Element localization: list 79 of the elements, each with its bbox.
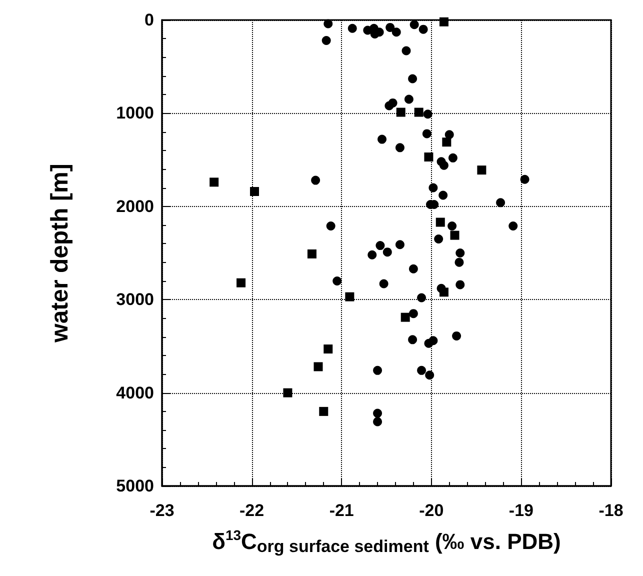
point xyxy=(408,309,418,318)
point xyxy=(386,22,395,32)
point xyxy=(250,186,259,196)
point xyxy=(425,370,434,380)
point xyxy=(324,344,333,354)
x-tick-label: -19 xyxy=(508,501,534,520)
point xyxy=(322,36,331,45)
point xyxy=(422,129,432,138)
point xyxy=(442,138,452,147)
point xyxy=(408,335,418,344)
point xyxy=(452,331,462,340)
point xyxy=(454,258,464,267)
point xyxy=(414,108,424,117)
y-axis-title: water depth [m] xyxy=(46,164,74,344)
point xyxy=(444,130,454,140)
y-tick-label: 0 xyxy=(144,10,154,30)
point xyxy=(395,240,404,250)
point xyxy=(423,110,432,119)
point xyxy=(439,288,448,297)
x-tick-label: -21 xyxy=(329,501,354,520)
point xyxy=(434,234,444,244)
point xyxy=(496,198,506,208)
point xyxy=(324,19,333,28)
point xyxy=(408,74,418,84)
point xyxy=(439,17,448,26)
point xyxy=(448,153,458,162)
point xyxy=(332,276,342,286)
point xyxy=(392,28,401,37)
point xyxy=(368,250,377,260)
point xyxy=(373,417,382,426)
point xyxy=(345,292,354,302)
point xyxy=(424,152,434,162)
point xyxy=(436,218,445,227)
point xyxy=(210,178,219,187)
point xyxy=(388,98,398,108)
y-tick-label: 3000 xyxy=(116,290,154,310)
point xyxy=(348,24,357,33)
point xyxy=(439,160,448,170)
point xyxy=(448,221,457,230)
point xyxy=(378,134,387,144)
point xyxy=(456,280,465,290)
point xyxy=(382,248,392,257)
point xyxy=(319,406,328,416)
point xyxy=(456,248,465,258)
point xyxy=(314,362,323,372)
point xyxy=(404,94,414,104)
y-tick-label: 4000 xyxy=(116,383,154,402)
y-tick-label: 5000 xyxy=(116,476,154,496)
point xyxy=(418,24,428,34)
point xyxy=(326,221,336,230)
point xyxy=(438,190,448,200)
point xyxy=(450,230,460,240)
point xyxy=(236,278,246,288)
point xyxy=(417,366,426,375)
point xyxy=(508,221,518,230)
point xyxy=(520,174,530,184)
point xyxy=(395,143,404,152)
x-tick-label: -23 xyxy=(150,501,174,520)
point xyxy=(477,166,486,175)
x-tick-label: -20 xyxy=(419,501,444,520)
point xyxy=(373,366,382,375)
point xyxy=(417,293,426,302)
point xyxy=(311,176,320,185)
point xyxy=(408,264,418,274)
point xyxy=(283,388,292,398)
y-tick-label: 2000 xyxy=(116,196,154,216)
point xyxy=(307,249,316,258)
x-tick-label: -18 xyxy=(598,501,624,520)
point xyxy=(410,20,419,30)
point xyxy=(376,241,385,250)
point xyxy=(428,183,438,192)
x-tick-label: -22 xyxy=(240,501,264,520)
point xyxy=(428,336,438,346)
point xyxy=(379,279,388,288)
point xyxy=(373,408,382,418)
point xyxy=(400,312,410,322)
point xyxy=(396,108,406,117)
y-tick-label: 1000 xyxy=(116,104,154,123)
point xyxy=(402,46,411,56)
